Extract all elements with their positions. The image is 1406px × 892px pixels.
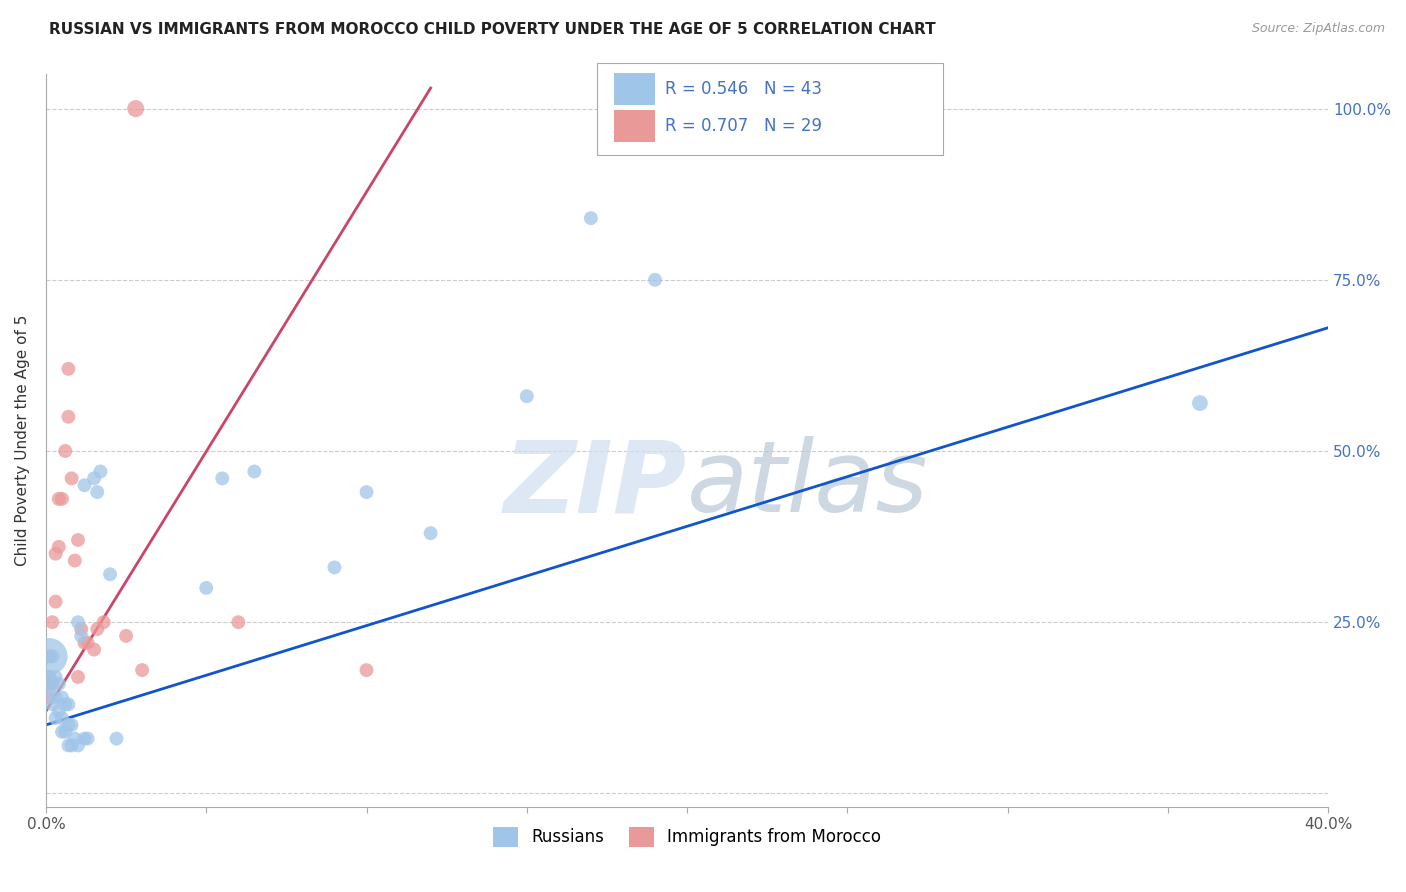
Point: [243, 465, 266, 479]
Point: [38, 670, 60, 684]
Point: [60, 471, 83, 485]
Point: [41, 615, 63, 630]
Point: [45, 711, 67, 725]
Point: [105, 731, 128, 746]
Point: [45, 594, 67, 608]
Point: [73, 636, 96, 650]
Point: [70, 622, 93, 636]
Point: [38, 670, 60, 684]
Point: [89, 465, 111, 479]
Point: [51, 690, 73, 705]
Point: [356, 485, 378, 500]
Point: [76, 636, 98, 650]
Point: [38, 677, 60, 691]
Legend: Russians, Immigrants from Morocco: Russians, Immigrants from Morocco: [486, 820, 889, 854]
FancyBboxPatch shape: [598, 63, 943, 155]
Point: [226, 615, 249, 630]
Point: [38, 690, 60, 705]
Point: [70, 629, 93, 643]
Point: [58, 739, 80, 753]
Point: [98, 567, 121, 582]
Point: [53, 698, 76, 712]
Text: ZIP: ZIP: [505, 436, 688, 533]
Y-axis label: Child Poverty Under the Age of 5: Child Poverty Under the Age of 5: [15, 315, 30, 566]
Text: R = 0.546   N = 43: R = 0.546 N = 43: [665, 80, 823, 98]
Point: [125, 102, 148, 116]
Point: [48, 540, 70, 554]
Point: [38, 683, 60, 698]
Text: RUSSIAN VS IMMIGRANTS FROM MOROCCO CHILD POVERTY UNDER THE AGE OF 5 CORRELATION : RUSSIAN VS IMMIGRANTS FROM MOROCCO CHILD…: [49, 22, 936, 37]
Point: [51, 711, 73, 725]
Point: [41, 677, 63, 691]
Point: [48, 677, 70, 691]
FancyBboxPatch shape: [614, 110, 655, 142]
Point: [66, 615, 89, 630]
Point: [60, 718, 83, 732]
Point: [66, 739, 89, 753]
Point: [644, 273, 666, 287]
Text: atlas: atlas: [688, 436, 929, 533]
Point: [131, 663, 153, 677]
Point: [115, 629, 138, 643]
Point: [41, 649, 63, 664]
Point: [73, 731, 96, 746]
Point: [83, 642, 105, 657]
Point: [76, 731, 98, 746]
Point: [86, 622, 108, 636]
Point: [1188, 396, 1211, 410]
Point: [86, 485, 108, 500]
Point: [53, 444, 76, 458]
Point: [45, 547, 67, 561]
Text: Source: ZipAtlas.com: Source: ZipAtlas.com: [1251, 22, 1385, 36]
Point: [45, 670, 67, 684]
Point: [38, 649, 60, 664]
Point: [195, 581, 218, 595]
Point: [53, 724, 76, 739]
Point: [41, 677, 63, 691]
Point: [45, 690, 67, 705]
Point: [58, 361, 80, 376]
Point: [516, 389, 538, 403]
Point: [58, 718, 80, 732]
Point: [73, 478, 96, 492]
Point: [356, 663, 378, 677]
Point: [83, 471, 105, 485]
Point: [48, 491, 70, 506]
Point: [58, 409, 80, 424]
Point: [323, 560, 346, 574]
Point: [51, 724, 73, 739]
Point: [63, 553, 86, 567]
Point: [48, 704, 70, 718]
Point: [93, 615, 115, 630]
FancyBboxPatch shape: [614, 73, 655, 105]
Point: [66, 533, 89, 547]
Point: [51, 491, 73, 506]
Point: [419, 526, 441, 541]
Point: [211, 471, 233, 485]
Point: [66, 670, 89, 684]
Point: [60, 739, 83, 753]
Point: [63, 731, 86, 746]
Point: [41, 698, 63, 712]
Point: [38, 649, 60, 664]
Point: [58, 698, 80, 712]
Text: R = 0.707   N = 29: R = 0.707 N = 29: [665, 117, 823, 135]
Point: [579, 211, 602, 226]
